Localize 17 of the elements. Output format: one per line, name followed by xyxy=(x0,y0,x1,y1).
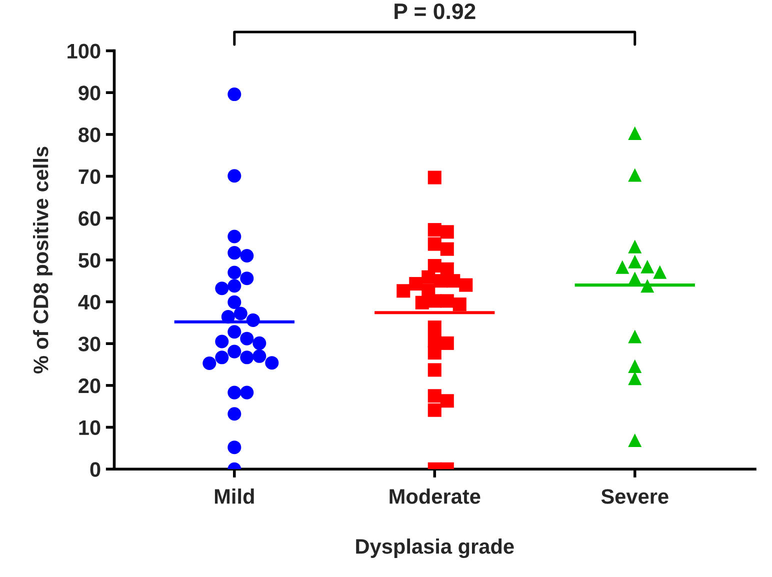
x-axis-title: Dysplasia grade xyxy=(356,538,514,558)
y-tick-label: 80 xyxy=(78,127,100,142)
y-tick-label: 10 xyxy=(79,420,100,436)
x-tick-label: Severe xyxy=(601,489,668,504)
y-tick-label: 40 xyxy=(78,294,100,310)
y-tick-label: 100 xyxy=(68,44,100,59)
text: P = 0.92 xyxy=(394,3,476,20)
y-tick-label: 60 xyxy=(78,211,100,226)
y-tick-label: 70 xyxy=(78,169,100,184)
x-tick-label: Moderate xyxy=(390,488,480,504)
y-tick-label: 20 xyxy=(78,378,100,394)
y-tick-label: 90 xyxy=(78,86,100,100)
x-tick-label: Mild xyxy=(214,488,254,504)
y-tick-label: 50 xyxy=(78,252,100,268)
y-tick-label: 30 xyxy=(78,336,100,352)
y-tick-label: 0 xyxy=(90,462,100,477)
y-axis-title: % of CD8 positive cells xyxy=(32,146,52,374)
